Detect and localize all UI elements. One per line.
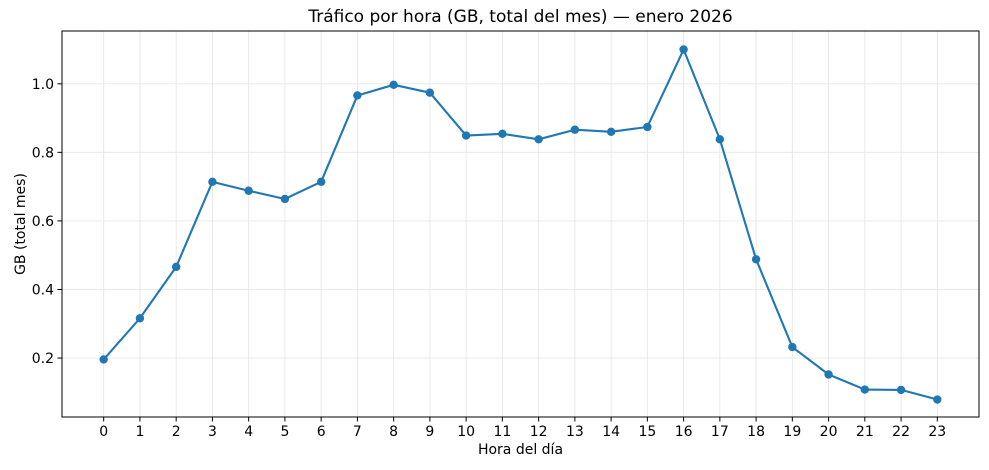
data-point — [824, 370, 833, 379]
data-point — [570, 125, 580, 134]
data-point — [933, 395, 942, 404]
x-tick-label: 8 — [389, 424, 398, 440]
y-axis-label: GB (total mes) — [13, 173, 29, 275]
x-tick-label: 3 — [208, 424, 217, 440]
x-tick-label: 18 — [747, 424, 765, 440]
data-point — [860, 385, 870, 394]
x-tick-label: 13 — [566, 424, 584, 440]
x-tick-label: 16 — [675, 424, 693, 440]
data-point — [679, 45, 688, 54]
data-point — [353, 91, 362, 100]
axes-frame — [61, 30, 980, 418]
chart-title: Tráfico por hora (GB, total del mes) — e… — [308, 7, 733, 27]
data-point — [643, 122, 652, 132]
x-tick-label: 1 — [135, 424, 144, 440]
y-tick-label: 0.2 — [32, 351, 54, 367]
data-point — [99, 355, 108, 364]
x-tick-label: 12 — [530, 424, 548, 440]
data-point — [208, 177, 217, 187]
data-point — [280, 194, 290, 204]
data-point — [461, 131, 471, 140]
y-tick-label: 0.8 — [32, 145, 54, 161]
x-tick-label: 11 — [493, 424, 511, 440]
y-tick-label: 0.4 — [32, 282, 54, 298]
data-point — [751, 255, 761, 264]
x-tick-label: 9 — [425, 424, 434, 440]
data-point — [425, 88, 435, 97]
x-tick-label: 5 — [280, 424, 289, 440]
x-tick-label: 23 — [928, 424, 946, 440]
x-tick-label: 19 — [783, 424, 801, 440]
data-point — [896, 385, 906, 395]
data-point — [606, 127, 616, 136]
y-tick-label: 1.0 — [32, 77, 54, 93]
x-tick-label: 20 — [820, 424, 838, 440]
x-tick-label: 17 — [711, 424, 729, 440]
x-tick-label: 21 — [856, 424, 874, 440]
x-axis-label: Hora del día — [477, 442, 564, 458]
x-tick-label: 7 — [353, 424, 362, 440]
data-line — [102, 48, 939, 401]
data-point — [788, 342, 797, 352]
x-tick-label: 4 — [244, 424, 253, 440]
x-tick-label: 6 — [317, 424, 326, 440]
data-point — [715, 135, 725, 144]
x-tick-label: 22 — [892, 424, 910, 440]
data-point — [498, 129, 507, 139]
data-point — [389, 80, 398, 90]
data-point — [316, 177, 326, 187]
y-tick-label: 0.6 — [32, 214, 54, 230]
data-point — [171, 262, 181, 272]
data-point — [534, 135, 543, 144]
x-tick-label: 0 — [99, 424, 108, 440]
x-tick-label: 14 — [602, 424, 620, 440]
data-point — [135, 314, 145, 323]
x-tick-label: 2 — [172, 424, 181, 440]
x-tick-label: 15 — [638, 424, 656, 440]
data-point — [244, 186, 253, 195]
x-tick-label: 10 — [457, 424, 475, 440]
